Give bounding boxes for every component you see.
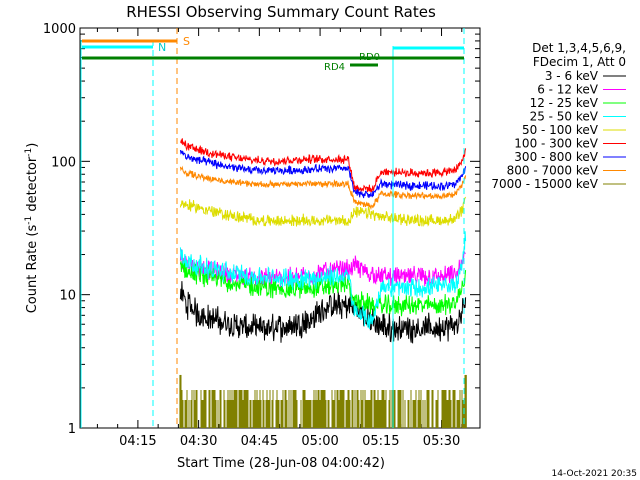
y-tick-label: 100	[51, 155, 76, 170]
x-tick-label: 04:15	[119, 434, 156, 449]
legend-label: 3 - 6 keV	[545, 69, 599, 83]
x-tick-label: 04:45	[241, 434, 278, 449]
series-line-25-50-kev	[179, 231, 467, 329]
series-line-800-7000-kev	[179, 165, 467, 211]
y-tick-label: 1000	[43, 22, 76, 37]
x-tick-label: 04:30	[180, 434, 217, 449]
legend-label: 50 - 100 keV	[522, 123, 599, 137]
plot-frame	[79, 27, 481, 429]
series-line-12-25-kev	[179, 259, 467, 317]
night-label: N	[158, 41, 166, 54]
y-tick-label: 10	[59, 289, 76, 304]
legend-header-line-1: Det 1,3,4,5,6,9,	[532, 41, 626, 55]
series-line-50-100-kev	[179, 196, 467, 227]
series-line-300-800-kev	[179, 150, 467, 199]
x-tick-label: 05:00	[301, 434, 338, 449]
legend-label: 800 - 7000 keV	[507, 164, 599, 178]
y-tick-label: 1	[68, 422, 76, 437]
y-axis-label-mid: detector	[25, 156, 40, 216]
y-axis-label-sup2: -1	[24, 148, 34, 157]
legend-label: 100 - 300 keV	[514, 137, 598, 151]
y-axis-label-sup1: -1	[24, 216, 34, 225]
x-tick-label: 05:30	[423, 434, 460, 449]
rd0-label: RD0	[359, 52, 380, 63]
series-line-100-300-kev	[179, 138, 467, 193]
rd4-label: RD4	[324, 62, 345, 73]
footer-date: 14-Oct-2021 20:35	[552, 469, 637, 479]
high-energy-fill	[179, 374, 467, 428]
legend-label: 12 - 25 keV	[530, 96, 599, 110]
series-layer	[179, 138, 467, 344]
legend-label: 300 - 800 keV	[514, 150, 598, 164]
saa-label: S	[183, 35, 190, 48]
legend-label: 7000 - 15000 keV	[491, 177, 598, 191]
y-axis-label-end: )	[25, 143, 40, 148]
x-tick-label: 05:15	[362, 434, 399, 449]
legend-header-line-2: FDecim 1, Att 0	[533, 55, 626, 69]
legend-label: 6 - 12 keV	[537, 83, 599, 97]
x-axis-label: Start Time (28-Jun-08 04:00:42)	[177, 456, 385, 471]
y-axis-label: Count Rate (s-1 detector-1)	[24, 143, 40, 314]
legend-label: 25 - 50 keV	[530, 110, 599, 124]
series-line-3-6-kev	[179, 281, 467, 344]
y-axis-label-main: Count Rate (s	[25, 225, 40, 314]
chart-title: RHESSI Observing Summary Count Rates	[126, 3, 436, 21]
axis-ticks: 04:15 04:30 04:45 05:00 05:15 05:30 1 10 100 1000	[43, 22, 480, 449]
